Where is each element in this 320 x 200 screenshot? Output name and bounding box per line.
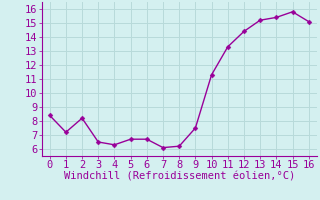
X-axis label: Windchill (Refroidissement éolien,°C): Windchill (Refroidissement éolien,°C) [64, 172, 295, 182]
